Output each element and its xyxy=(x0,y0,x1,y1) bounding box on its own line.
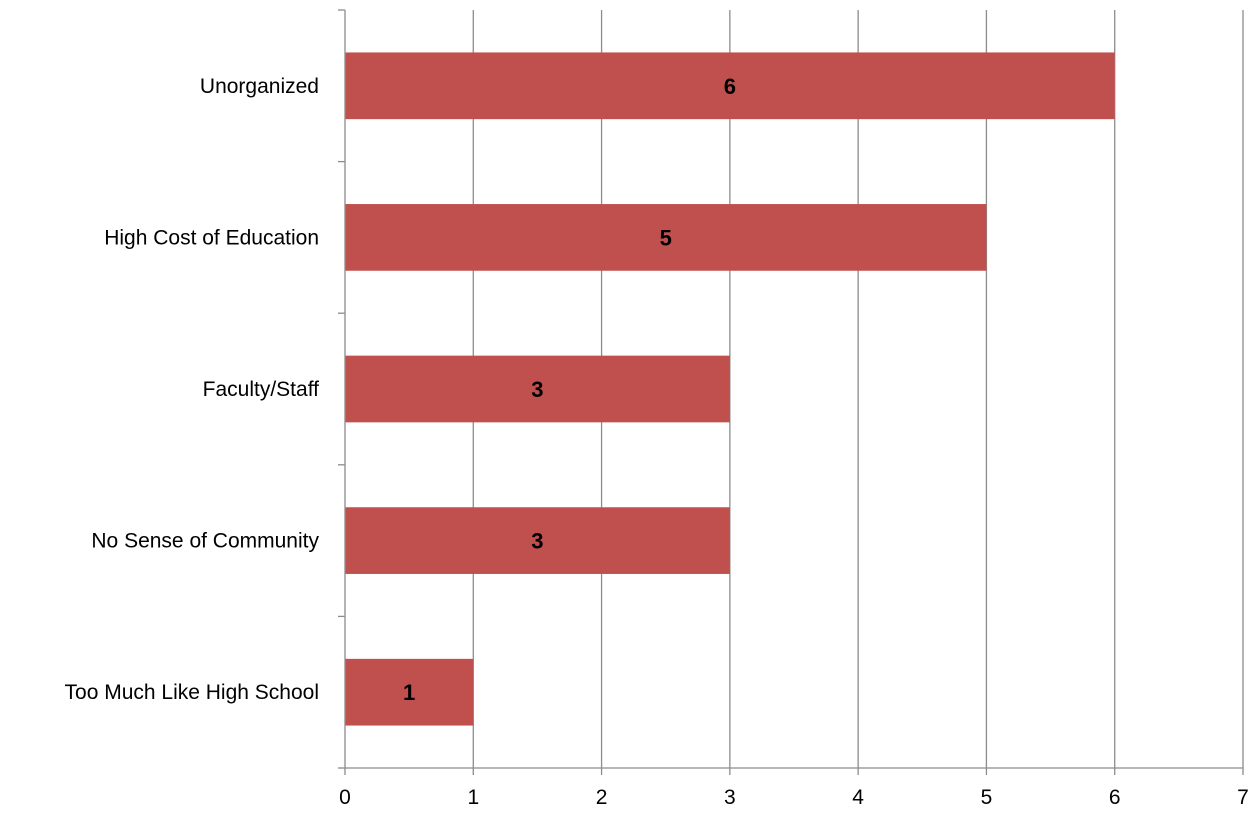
x-tick-label: 1 xyxy=(467,786,479,809)
x-tick-labels: 0 1 2 3 4 5 6 7 xyxy=(339,786,1249,809)
category-label: Too Much Like High School xyxy=(65,681,319,704)
category-label: Unorganized xyxy=(200,75,319,98)
data-labels: 6 5 3 3 1 xyxy=(403,74,736,705)
axes xyxy=(338,9,1244,775)
category-label: Faculty/Staff xyxy=(203,378,319,401)
data-label: 5 xyxy=(660,225,672,250)
category-labels: Unorganized High Cost of Education Faculty… xyxy=(65,75,320,704)
bar-0 xyxy=(345,52,1115,120)
bar-1 xyxy=(345,204,987,271)
category-label: No Sense of Community xyxy=(91,530,319,553)
data-label: 6 xyxy=(724,74,736,99)
bar-3 xyxy=(345,507,730,574)
x-tick-label: 4 xyxy=(852,786,864,809)
data-label: 1 xyxy=(403,680,415,705)
x-tick-label: 5 xyxy=(981,786,993,809)
x-tick-label: 3 xyxy=(724,786,736,809)
x-tick-label: 2 xyxy=(596,786,608,809)
bars xyxy=(345,52,1115,726)
data-label: 3 xyxy=(531,529,543,554)
bar-4 xyxy=(345,658,474,726)
x-tick-label: 6 xyxy=(1109,786,1121,809)
x-tick-label: 0 xyxy=(339,786,351,809)
x-tick-label: 7 xyxy=(1237,786,1249,809)
category-label: High Cost of Education xyxy=(104,226,319,249)
bar-2 xyxy=(345,355,730,423)
data-label: 3 xyxy=(531,377,543,402)
